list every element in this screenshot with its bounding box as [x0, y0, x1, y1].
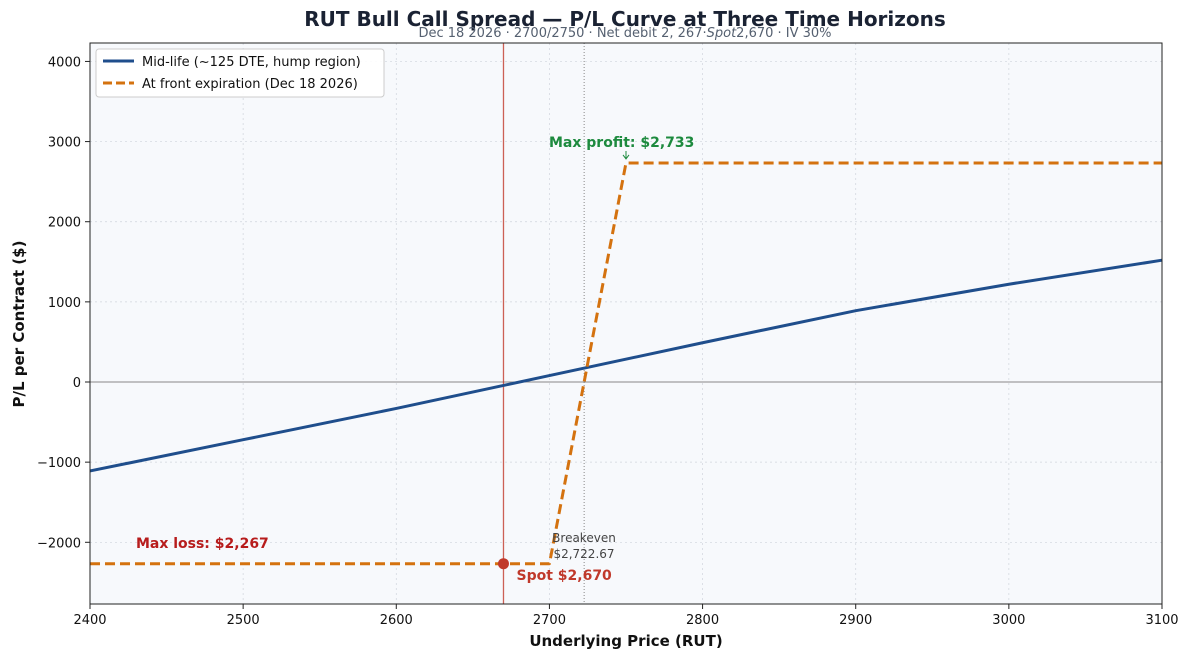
y-tick-label: −1000: [37, 456, 81, 471]
x-tick-label: 2800: [686, 613, 719, 628]
expiration-series-line: [90, 161, 1162, 566]
x-tick-label: 2700: [533, 613, 566, 628]
midlife-series-line: [89, 258, 1163, 473]
subtitle-part-2: 2,670 · IV 30%: [736, 26, 831, 41]
y-tick-label: −2000: [37, 536, 81, 551]
y-axis-label: P/L per Contract ($): [10, 241, 28, 408]
x-tick-label: 3000: [992, 613, 1025, 628]
plot-area: [90, 43, 1162, 604]
max-loss-label: Max loss: $2,267: [136, 536, 269, 552]
legend-label-expiration: At front expiration (Dec 18 2026): [142, 77, 358, 92]
x-tick-label: 2400: [73, 613, 106, 628]
subtitle-part-1: Dec 18 2026 · 2700/2750 · Net debit 2, 2…: [418, 26, 706, 41]
legend: Mid-life (~125 DTE, hump region) At fron…: [95, 48, 385, 98]
y-tick-label: 1000: [48, 296, 81, 311]
x-tick-label: 2600: [380, 613, 413, 628]
y-tick-label: 3000: [48, 136, 81, 151]
ticks: 2400 2500 2600 2700 2800 2900 3000 3100 −2000 −10…: [37, 55, 1179, 628]
subtitle-part-italic: Spot: [707, 26, 737, 41]
y-tick-label: 2000: [48, 216, 81, 231]
x-tick-label: 2900: [839, 613, 872, 628]
chart-subtitle: Dec 18 2026 · 2700/2750 · Net debit 2, 2…: [418, 26, 831, 41]
breakeven-label: Breakeven: [552, 531, 616, 545]
x-tick-label: 3100: [1145, 613, 1178, 628]
x-tick-label: 2500: [227, 613, 260, 628]
y-tick-label: 4000: [48, 55, 81, 70]
max-profit-arrowhead: [622, 154, 630, 160]
reference-lines: [90, 43, 1162, 604]
y-tick-label: 0: [73, 376, 81, 391]
spot-label: Spot $2,670: [516, 568, 612, 584]
spot-marker: [497, 558, 509, 570]
breakeven-value: $2,722.67: [553, 547, 614, 561]
max-profit-label: Max profit: $2,733: [549, 135, 694, 151]
x-axis-label: Underlying Price (RUT): [529, 632, 722, 650]
legend-box: [95, 48, 385, 98]
plot-frame: [89, 42, 1163, 605]
annotations: Max profit: $2,733 Max loss: $2,267 Spot $…: [136, 135, 694, 584]
series-layer: [89, 161, 1163, 570]
chart-title: RUT Bull Call Spread — P/L Curve at Thre…: [304, 7, 946, 31]
legend-label-midlife: Mid-life (~125 DTE, hump region): [142, 55, 361, 70]
